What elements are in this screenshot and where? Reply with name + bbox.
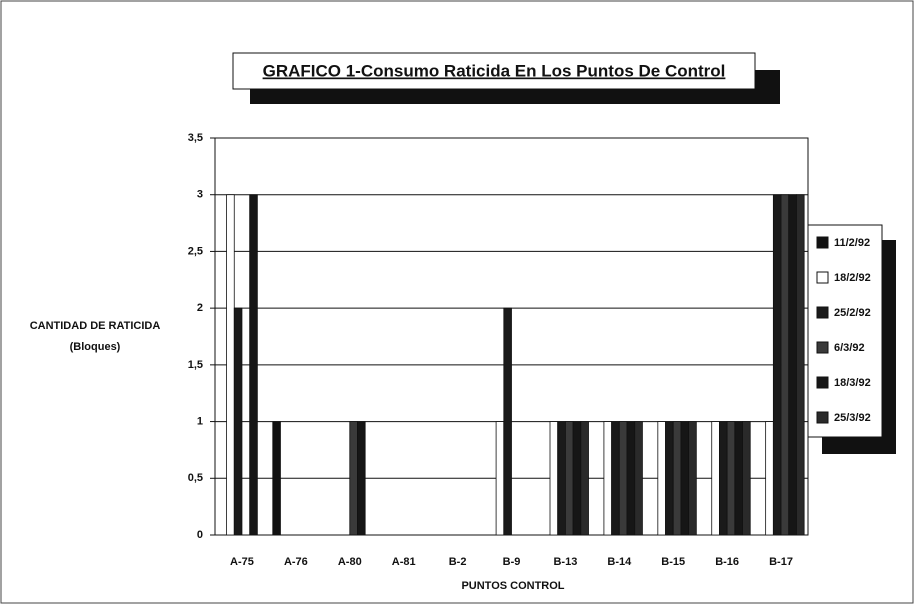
bar (719, 421, 728, 536)
bar (680, 421, 690, 536)
bar (688, 421, 697, 536)
bar (672, 421, 682, 536)
x-tick-label: B-14 (607, 556, 632, 568)
bar (734, 421, 743, 536)
legend-label: 11/2/92 (834, 237, 870, 249)
x-tick-label: B-15 (661, 556, 685, 568)
bar (780, 194, 790, 536)
bar (765, 421, 774, 536)
x-tick-label: A-80 (338, 556, 362, 568)
bar (796, 194, 805, 536)
x-tick-label: A-75 (230, 556, 254, 568)
bar (233, 307, 243, 536)
chart-title: GRAFICO 1-Consumo Raticida En Los Puntos… (263, 61, 726, 80)
y-tick-label: 3,5 (188, 132, 203, 144)
x-tick-label: B-16 (715, 556, 739, 568)
bar (634, 421, 643, 536)
title-box (232, 52, 756, 90)
bar (549, 421, 559, 536)
bar (357, 421, 366, 536)
legend-swatch (816, 271, 829, 284)
legend-swatch (816, 236, 829, 249)
bar (349, 421, 358, 536)
x-axis-label: PUNTOS CONTROL (461, 580, 564, 592)
bar (742, 421, 751, 536)
x-tick-label: A-76 (284, 556, 308, 568)
bar (603, 421, 613, 536)
y-tick-label: 2 (197, 302, 203, 314)
y-axis-label-sub: (Bloques) (70, 341, 121, 353)
y-tick-label: 3 (197, 189, 203, 201)
bar (249, 194, 258, 536)
x-tick-label: A-81 (392, 556, 416, 568)
x-tick-label: B-9 (503, 556, 521, 568)
y-axis-label: CANTIDAD DE RATICIDA (30, 320, 161, 332)
legend-swatch (816, 376, 829, 389)
bar (618, 421, 628, 536)
bar (611, 421, 620, 536)
legend-swatch (816, 411, 829, 424)
legend-label: 6/3/92 (834, 342, 865, 354)
legend-label: 18/3/92 (834, 377, 871, 389)
legend-swatch (816, 341, 829, 354)
bar (788, 194, 797, 536)
bar (580, 421, 589, 536)
x-tick-label: B-13 (553, 556, 577, 568)
x-tick-label: B-2 (449, 556, 467, 568)
legend-box (807, 224, 883, 438)
y-tick-label: 1,5 (188, 359, 203, 371)
bar (726, 421, 736, 536)
bar (626, 421, 636, 536)
y-tick-label: 0 (197, 529, 203, 541)
legend-label: 18/2/92 (834, 272, 871, 284)
legend-label: 25/3/92 (834, 412, 871, 424)
y-tick-label: 2,5 (188, 245, 203, 257)
bar (711, 421, 720, 536)
y-tick-label: 1 (197, 415, 203, 427)
y-tick-label: 0,5 (188, 472, 203, 484)
bar (772, 194, 782, 536)
bar (565, 421, 574, 536)
bar (272, 421, 281, 536)
bar (665, 421, 674, 536)
bar (572, 421, 582, 536)
bar (503, 307, 512, 536)
bar (495, 421, 505, 536)
bar (557, 421, 566, 536)
bar (226, 194, 235, 536)
bar (657, 421, 666, 536)
legend-label: 25/2/92 (834, 307, 871, 319)
legend-swatch (816, 306, 829, 319)
x-tick-label: B-17 (769, 556, 793, 568)
